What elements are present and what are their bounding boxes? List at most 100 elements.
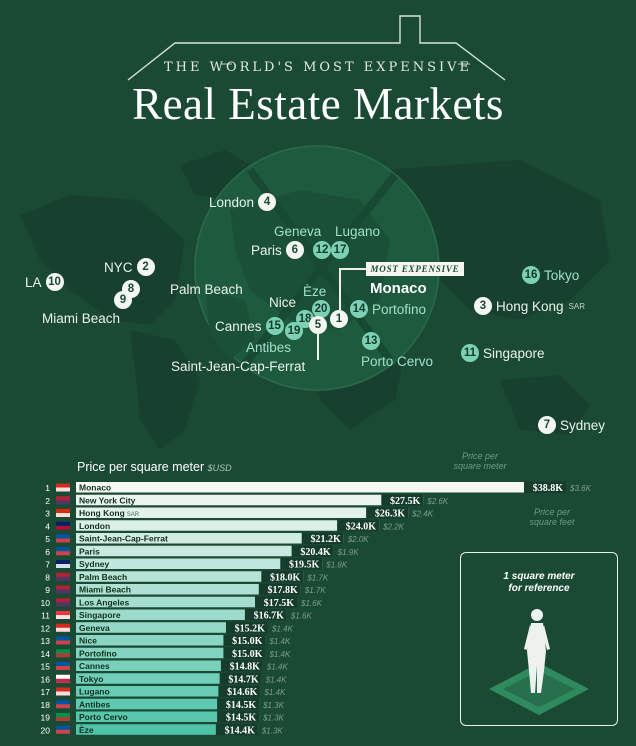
rank-label: 15 [41, 662, 51, 672]
feet-value-label: $1.3K [262, 714, 285, 723]
bar [76, 558, 323, 569]
bar-category-label: Paris [79, 546, 100, 556]
value-label: $17.8K [268, 585, 299, 596]
bar-category-label: Antibes [79, 699, 110, 709]
city-eze: Èze [303, 284, 326, 299]
bar [76, 520, 380, 531]
feet-value-label: $2.2K [382, 522, 405, 531]
value-box [280, 558, 323, 570]
feet-value-label: $1.4K [263, 688, 286, 697]
bar-category-label: Tokyo [79, 674, 103, 684]
city-name: Hong Kong [496, 298, 564, 314]
bar [76, 647, 266, 659]
value-label: $26.3K [375, 509, 406, 520]
feet-value-label: $1.4K [271, 624, 294, 633]
value-label: $14.8K [230, 662, 261, 673]
bar [76, 609, 287, 620]
value-box [381, 494, 424, 506]
value-box [261, 570, 304, 583]
value-label: $15.0K [232, 649, 263, 660]
city-name: Palm Beach [170, 282, 243, 297]
rank-badge: 1 [330, 310, 348, 328]
rank-label: 2 [45, 496, 50, 506]
rank-badge: 17 [331, 241, 349, 259]
value-label: $24.0K [346, 521, 377, 532]
bar [76, 507, 409, 518]
city-monaco: Monaco [370, 280, 427, 297]
city-porto-cervo: Porto Cervo [361, 354, 433, 369]
bar-category-label: London [79, 521, 110, 531]
flag-icon-stripe [56, 653, 70, 658]
rank-label: 17 [41, 687, 51, 697]
rank-badge: 11 [461, 344, 479, 362]
city-antibes: Antibes [246, 340, 291, 355]
bar [76, 545, 334, 557]
bar-category-label: New York City [79, 495, 136, 505]
rank-label: 9 [45, 585, 50, 595]
feet-value-label: $2.6K [426, 497, 449, 506]
reference-caption-line: 1 square meter [503, 571, 575, 582]
bar-category-label: Porto Cervo [79, 712, 128, 722]
flag-icon-stripe [56, 640, 70, 645]
note-line: Price per [461, 451, 498, 461]
bar-category-label: Sydney [79, 559, 110, 569]
flag-icon-stripe [56, 487, 70, 492]
flag-icon-stripe [56, 500, 70, 505]
city-geneva-lugano-badges: 12 17 [313, 241, 349, 259]
feet-value-label: $1.6K [290, 612, 313, 621]
rank-label: 3 [45, 509, 50, 519]
value-label: $14.6K [227, 687, 258, 698]
city-name: Geneva [274, 224, 322, 239]
city-name: Antibes [246, 340, 292, 355]
city-name: Nice [269, 295, 297, 310]
city-la: LA 10 [25, 273, 64, 291]
bar-category-label: Geneva [79, 623, 110, 633]
value-box [217, 711, 260, 723]
bar-category-label: Cannes [79, 661, 110, 671]
rank-label: 13 [41, 636, 51, 646]
value-label: $15.2K [235, 623, 266, 634]
city-name: NYC [104, 259, 133, 275]
feet-value-label: $1.3K [261, 726, 284, 735]
bar-category-label: Palm Beach [79, 572, 127, 582]
feet-value-label: $1.3K [262, 701, 285, 710]
bar [76, 596, 298, 608]
bar-chart: 1 Monaco $38.8K $3.6K 2 New York City $27.5K $2… [41, 481, 592, 736]
flag-icon-stripe [56, 717, 70, 721]
feet-value-label: $1.4K [265, 675, 288, 684]
city-name: Paris [251, 242, 282, 258]
city-sydney: 7 Sydney [538, 416, 605, 434]
flag-icon-stripe [56, 704, 70, 709]
bar-category-label: Hong Kong SAR [79, 508, 140, 518]
city-palm-beach: Palm Beach [170, 282, 243, 297]
globe-land [205, 190, 390, 360]
city-name: LA [25, 274, 42, 290]
rank-badge: 10 [45, 273, 64, 291]
value-box [218, 685, 261, 697]
rank-label: 10 [41, 598, 51, 608]
bar [76, 660, 263, 671]
value-box [220, 660, 263, 672]
rank-badge: 13 [362, 332, 380, 350]
feet-value-label: $1.4K [268, 650, 291, 659]
rank-label: 7 [45, 560, 50, 570]
bar-category-label: Nice [79, 636, 97, 646]
city-portofino: 14 Portofino [350, 300, 426, 318]
city-nyc: NYC 2 [104, 258, 155, 276]
rank-badge: 4 [258, 193, 277, 211]
bar [76, 482, 566, 493]
flag-icon-stripe [56, 615, 70, 619]
value-box [223, 634, 266, 646]
flag-icon-stripe [56, 525, 70, 530]
city-miami-badge: 9 [114, 291, 132, 309]
monaco-leader-line [339, 268, 341, 310]
chart-heading-label: Price per square meter [77, 460, 205, 474]
supertitle: THE WORLD'S MOST EXPENSIVE [163, 60, 473, 75]
value-label: $20.4K [300, 547, 331, 558]
flag-icon-stripe [56, 551, 70, 556]
value-box [215, 723, 258, 736]
value-label: $27.5K [390, 496, 421, 507]
city-name: Sydney [560, 417, 606, 433]
rank-label: 12 [41, 623, 51, 633]
rank-badge: 5 [309, 316, 327, 334]
